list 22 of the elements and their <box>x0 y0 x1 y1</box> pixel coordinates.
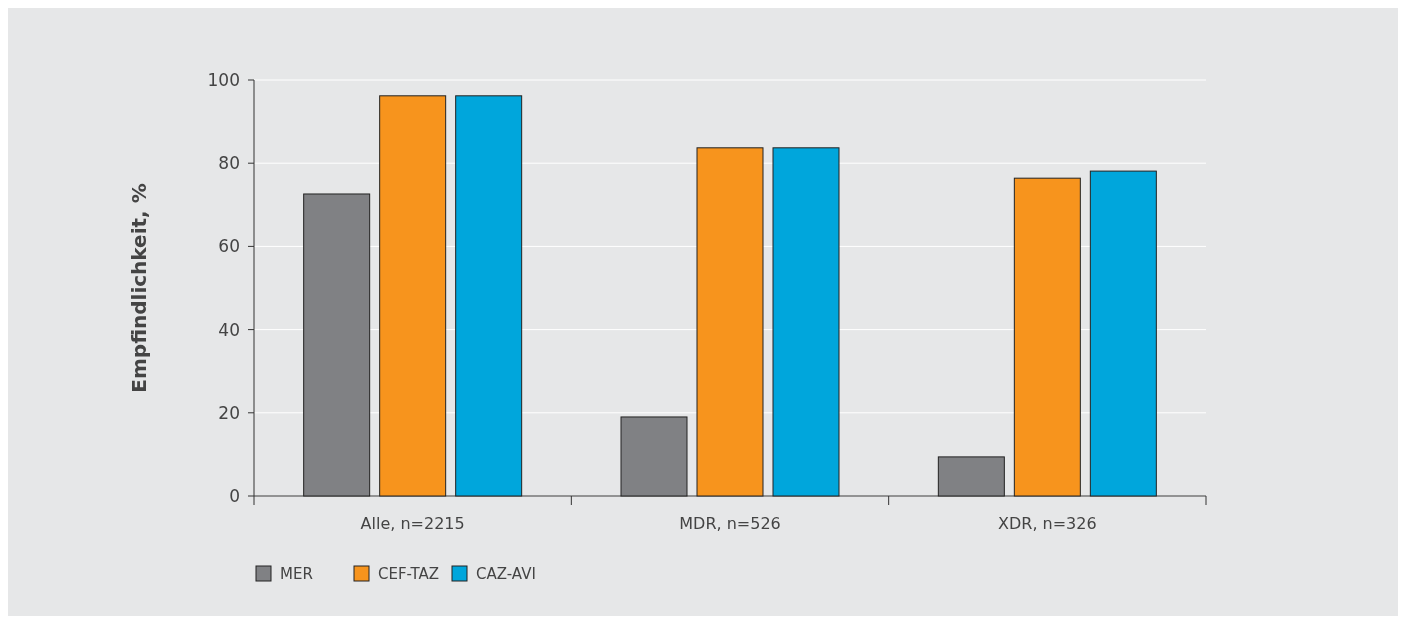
y-tick-label: 100 <box>207 69 240 90</box>
bar <box>1013 177 1081 497</box>
bar <box>303 193 371 497</box>
y-tick-label: 80 <box>218 153 240 174</box>
y-tick-label: 60 <box>218 236 240 257</box>
y-tick-label: 0 <box>229 485 240 506</box>
bar <box>696 147 764 497</box>
legend-label: CAZ-AVI <box>476 565 536 584</box>
bar <box>620 416 688 497</box>
y-tick-label: 20 <box>218 402 240 423</box>
legend-label: CEF-TAZ <box>378 565 440 584</box>
bar <box>1089 170 1157 497</box>
y-axis-title: Empfindlichkeit, % <box>127 183 151 393</box>
x-tick-label: MDR, n=526 <box>679 514 781 533</box>
legend-label: MER <box>280 565 313 584</box>
x-tick-label: XDR, n=326 <box>998 514 1097 533</box>
x-tick-label: Alle, n=2215 <box>360 514 465 533</box>
bar <box>379 95 447 497</box>
bar <box>937 456 1005 497</box>
bar <box>772 147 840 497</box>
bar <box>455 95 523 497</box>
y-tick-label: 40 <box>218 319 240 340</box>
